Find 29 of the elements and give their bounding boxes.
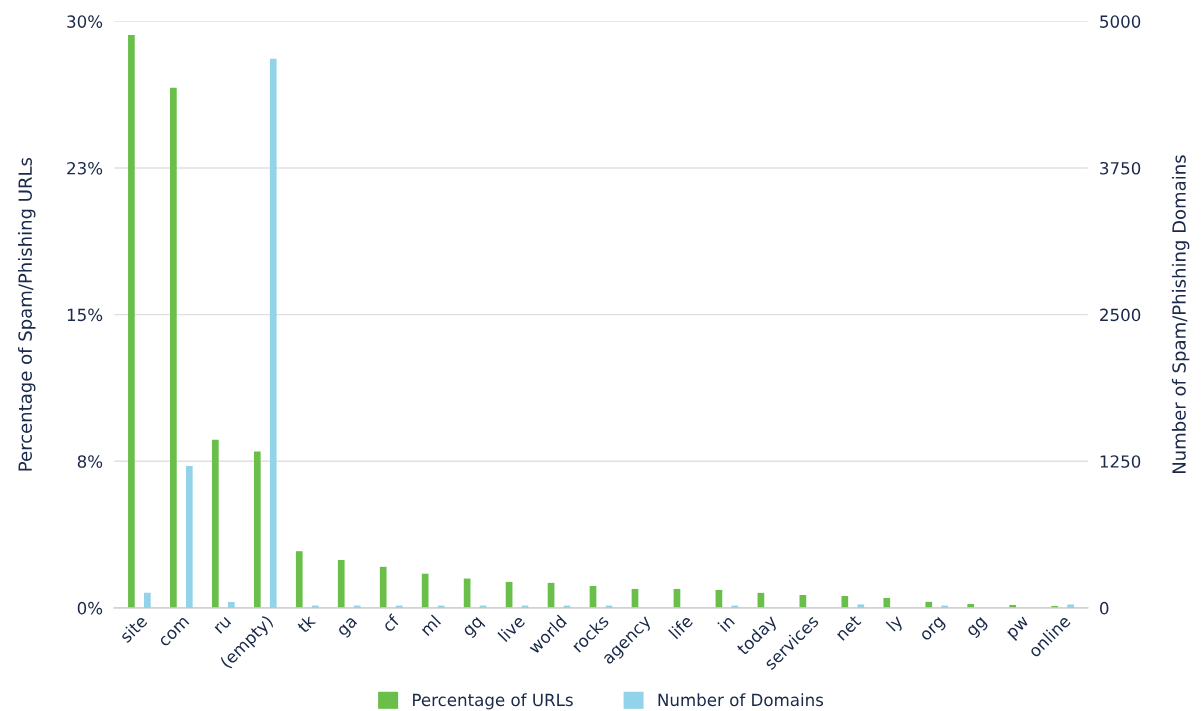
y2-tick-label: 3750 [1100, 161, 1141, 175]
x-tick-label: gg [966, 616, 990, 640]
y2-tick-label: 2500 [1100, 308, 1141, 322]
x-tick-label: ml [419, 614, 441, 637]
y2-tick-label: 0 [1100, 601, 1109, 615]
x-tick-label: cf [381, 613, 401, 633]
y-tick-label: 23% [67, 161, 103, 175]
y-axis-title: Percentage of Spam/Phishing URLs [18, 157, 36, 471]
legend-label: Number of Domains [658, 693, 824, 707]
x-tick-label: life [668, 614, 694, 640]
x-tick-label: gq [463, 616, 486, 640]
x-tick-label: net [835, 614, 862, 641]
legend-label: Percentage of URLs [413, 693, 573, 710]
x-tick-label: ga [337, 616, 360, 639]
x-tick-label: pw [1006, 616, 1032, 641]
x-tick-label: com [159, 616, 190, 648]
y-tick-label: 8% [77, 455, 103, 468]
y2-axis-title: Number of Spam/Phishing Domains [1171, 155, 1190, 474]
y-tick-label: 0% [77, 601, 103, 615]
x-tick-label: ly [885, 613, 906, 635]
y2-tick-label: 1250 [1100, 455, 1141, 468]
y-tick-label: 15% [67, 308, 103, 322]
x-tick-label: tk [296, 613, 317, 634]
x-tick-label: in [717, 614, 735, 633]
x-tick-label: org [920, 616, 948, 644]
x-tick-label: live [497, 614, 526, 643]
y-tick-label: 30% [67, 15, 103, 28]
x-tick-label: site [118, 614, 148, 644]
y2-tick-label: 5000 [1100, 15, 1141, 28]
